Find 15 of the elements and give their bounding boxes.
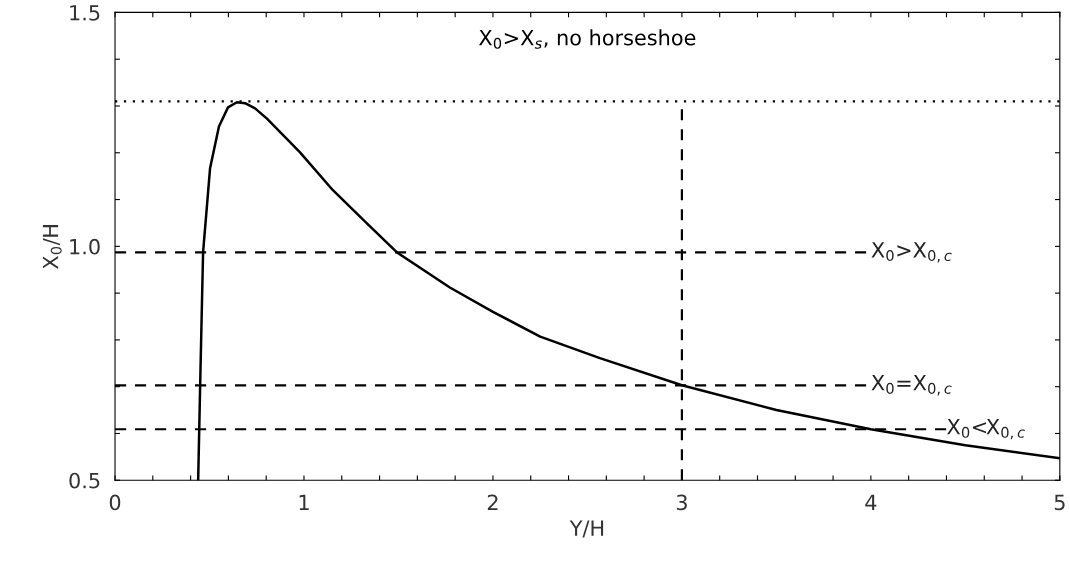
x-tick-label: 0 [109, 494, 121, 511]
annotation: X$_{0}$>X$_{s}$, no horseshoe [478, 29, 696, 49]
y-tick-label: 1.5 [70, 5, 100, 21]
x-tick-label: 4 [865, 494, 877, 510]
y-axis-title: X$_{0}$/H [42, 225, 62, 270]
ref-line-label: X$_{0}$<X$_{0,c}$ [947, 419, 1025, 440]
x-tick-label: 1 [299, 494, 309, 510]
x-axis-title: Y/H [569, 520, 604, 538]
y-tick-label: 0.5 [69, 472, 100, 489]
x-tick-label: 2 [487, 494, 498, 510]
x-tick-label: 3 [676, 494, 687, 511]
y-tick-label: 1.0 [70, 238, 100, 255]
ref-line-label: X$_{0}$=X$_{0,c}$ [871, 375, 952, 396]
ref-line-label: X$_{0}$>X$_{0,c}$ [871, 242, 952, 263]
x-tick-label: 5 [1054, 494, 1065, 511]
